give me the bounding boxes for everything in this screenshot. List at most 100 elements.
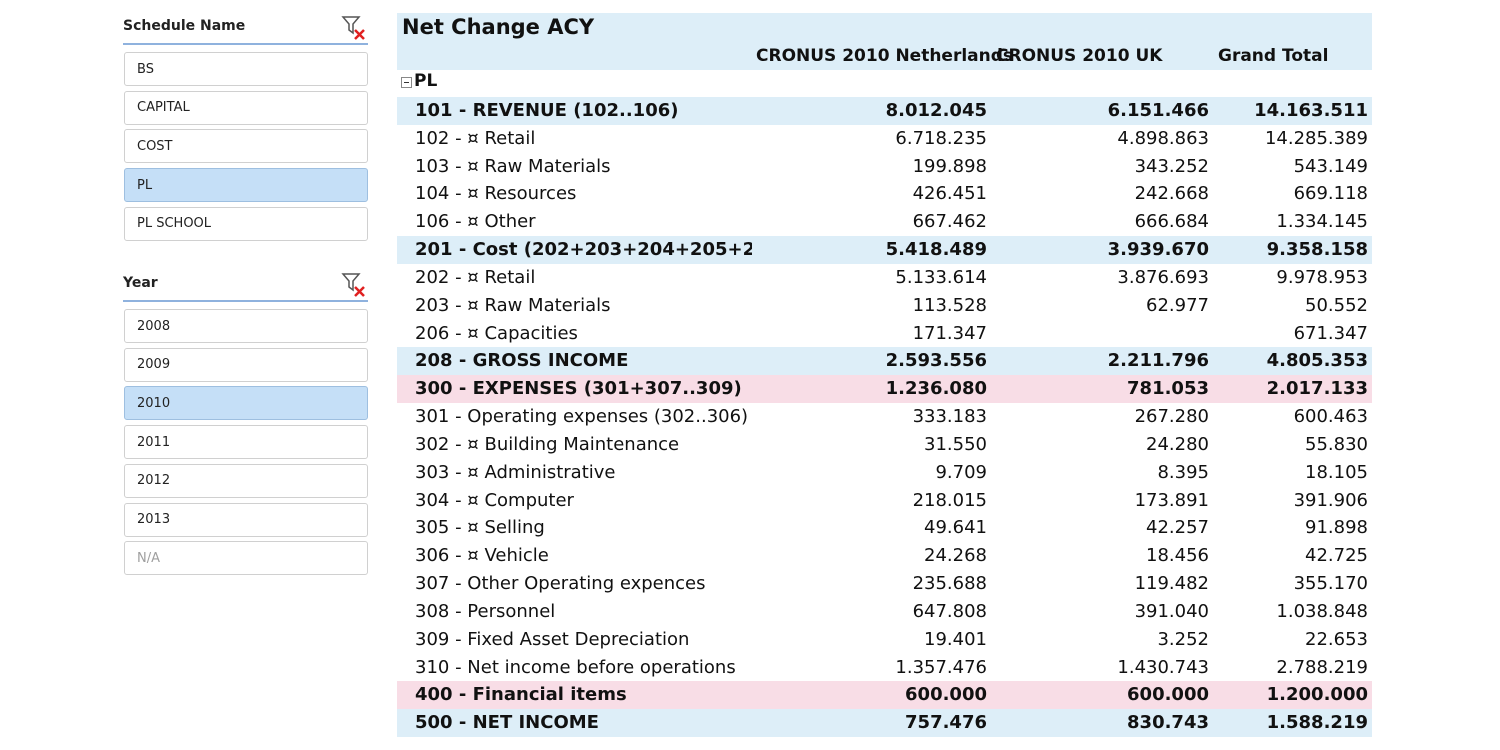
- row-label: 101 - REVENUE (102..106): [415, 100, 679, 121]
- value-cell: 18.456: [1146, 545, 1209, 567]
- value-cell: 2.788.219: [1276, 656, 1368, 678]
- slicer-item[interactable]: 2010: [124, 386, 368, 421]
- value-cell: 543.149: [1293, 155, 1368, 177]
- row-label: 309 - Fixed Asset Depreciation: [415, 628, 690, 650]
- value-cell: 5.418.489: [885, 239, 987, 261]
- slicer-item[interactable]: BS: [124, 52, 368, 86]
- collapse-icon[interactable]: [401, 77, 413, 89]
- slicer-item[interactable]: PL SCHOOL: [124, 206, 368, 241]
- value-cell: 666.684: [1134, 211, 1209, 233]
- value-cell: 3.876.693: [1117, 266, 1209, 288]
- row-label: 303 - ¤ Administrative: [415, 461, 616, 483]
- row-highlight: [397, 236, 1372, 264]
- value-cell: 14.163.511: [1254, 100, 1368, 121]
- value-cell: 600.000: [905, 684, 987, 706]
- value-cell: 667.462: [912, 211, 987, 233]
- row-label: 104 - ¤ Resources: [415, 183, 577, 205]
- value-cell: 426.451: [912, 183, 987, 205]
- value-cell: 1.334.145: [1276, 211, 1368, 233]
- row-label: 106 - ¤ Other: [415, 211, 536, 233]
- value-cell: 781.053: [1127, 378, 1209, 400]
- value-cell: 42.257: [1146, 517, 1209, 539]
- slicer-item[interactable]: PL: [124, 168, 368, 203]
- value-cell: 24.280: [1146, 433, 1209, 455]
- value-cell: 14.285.389: [1264, 127, 1368, 149]
- column-header: Grand Total: [1218, 46, 1329, 66]
- value-cell: 267.280: [1134, 406, 1209, 428]
- value-cell: 62.977: [1146, 294, 1209, 316]
- value-cell: 4.805.353: [1266, 350, 1368, 372]
- row-highlight: [397, 347, 1372, 376]
- row-label: 304 - ¤ Computer: [415, 489, 574, 511]
- row-label: 206 - ¤ Capacities: [415, 322, 578, 344]
- value-cell: 2.211.796: [1107, 350, 1209, 372]
- value-cell: 1.588.219: [1266, 712, 1368, 734]
- value-cell: 242.668: [1134, 183, 1209, 205]
- row-label: 307 - Other Operating expences: [415, 573, 706, 595]
- slicer-item[interactable]: CAPITAL: [124, 90, 368, 125]
- row-label: 306 - ¤ Vehicle: [415, 545, 549, 567]
- value-cell: 3.252: [1157, 628, 1209, 650]
- value-cell: 830.743: [1127, 712, 1209, 734]
- slicer-item[interactable]: 2009: [124, 347, 368, 382]
- value-cell: 19.401: [924, 628, 987, 650]
- value-cell: 343.252: [1134, 155, 1209, 177]
- value-cell: 1.038.848: [1276, 600, 1368, 622]
- value-cell: 91.898: [1305, 517, 1368, 539]
- value-cell: 757.476: [905, 712, 987, 734]
- value-cell: 199.898: [912, 155, 987, 177]
- value-cell: 55.830: [1305, 433, 1368, 455]
- row-highlight: [397, 97, 1372, 125]
- row-label: 203 - ¤ Raw Materials: [415, 294, 611, 316]
- slicer-divider: [123, 43, 368, 45]
- value-cell: 391.040: [1134, 600, 1209, 622]
- row-label: 308 - Personnel: [415, 600, 556, 622]
- value-cell: 9.709: [935, 461, 987, 483]
- value-cell: 9.358.158: [1266, 239, 1368, 261]
- value-cell: 600.000: [1127, 684, 1209, 706]
- slicer-item[interactable]: COST: [124, 129, 368, 164]
- value-cell: 173.891: [1134, 489, 1209, 511]
- slicer-divider: [123, 300, 368, 302]
- slicer-item[interactable]: N/A: [124, 541, 368, 576]
- row-label: 305 - ¤ Selling: [415, 517, 545, 539]
- row-label: 301 - Operating expenses (302..306): [415, 406, 749, 428]
- column-header: CRONUS 2010 UK: [996, 46, 1163, 66]
- value-cell: 2.593.556: [885, 350, 987, 372]
- table-title: Net Change ACY: [402, 15, 595, 39]
- slicer-item[interactable]: 2011: [124, 425, 368, 460]
- slicer-item[interactable]: 2013: [124, 502, 368, 537]
- value-cell: 600.463: [1293, 406, 1368, 428]
- value-cell: 671.347: [1293, 322, 1368, 344]
- value-cell: 391.906: [1293, 489, 1368, 511]
- value-cell: 5.133.614: [895, 266, 987, 288]
- row-highlight: [397, 709, 1372, 738]
- row-label: 103 - ¤ Raw Materials: [415, 155, 611, 177]
- value-cell: 24.268: [924, 545, 987, 567]
- value-cell: 119.482: [1134, 573, 1209, 595]
- row-label: 208 - GROSS INCOME: [415, 350, 629, 372]
- value-cell: 4.898.863: [1117, 127, 1209, 149]
- clear-filter-icon[interactable]: [340, 14, 370, 42]
- value-cell: 171.347: [912, 322, 987, 344]
- value-cell: 2.017.133: [1266, 378, 1368, 400]
- row-label: 201 - Cost (202+203+204+205+206+207: [415, 239, 752, 261]
- slicer-item[interactable]: 2012: [124, 463, 368, 498]
- value-cell: 355.170: [1293, 573, 1368, 595]
- slicer-title: Schedule Name: [123, 18, 246, 34]
- value-cell: 8.395: [1157, 461, 1209, 483]
- slicer-item[interactable]: 2008: [124, 309, 368, 343]
- row-label: 310 - Net income before operations: [415, 656, 736, 678]
- value-cell: 1.236.080: [885, 378, 987, 400]
- value-cell: 333.183: [912, 406, 987, 428]
- value-cell: 235.688: [912, 573, 987, 595]
- value-cell: 113.528: [912, 294, 987, 316]
- value-cell: 1.200.000: [1266, 684, 1368, 706]
- value-cell: 647.808: [912, 600, 987, 622]
- value-cell: 31.550: [924, 433, 987, 455]
- clear-filter-icon[interactable]: [340, 271, 370, 299]
- column-header: CRONUS 2010 Netherlands: [756, 46, 1014, 66]
- value-cell: 9.978.953: [1276, 266, 1368, 288]
- row-label: 302 - ¤ Building Maintenance: [415, 433, 680, 455]
